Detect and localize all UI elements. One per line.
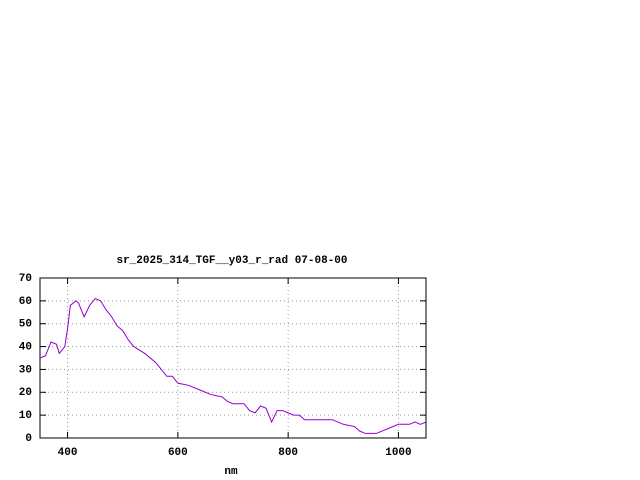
x-axis-label: nm xyxy=(224,466,238,478)
y-tick-label: 60 xyxy=(19,296,32,308)
x-tick-label: 400 xyxy=(58,447,78,459)
y-tick-label: 10 xyxy=(19,410,32,422)
x-tick-label: 600 xyxy=(168,447,188,459)
y-tick-label: 40 xyxy=(19,341,32,353)
chart-title: sr_2025_314_TGF__y03_r_rad 07-08-00 xyxy=(116,255,347,267)
plot-frame xyxy=(39,277,427,439)
x-tick-label: 800 xyxy=(278,447,298,459)
x-tick-label: 1000 xyxy=(385,447,411,459)
y-tick-label: 30 xyxy=(19,364,32,376)
y-tick-label: 50 xyxy=(19,319,32,331)
y-tick-label: 70 xyxy=(19,273,32,285)
y-tick-label: 20 xyxy=(19,387,32,399)
y-tick-label: 0 xyxy=(25,433,32,445)
data-line xyxy=(39,297,427,434)
